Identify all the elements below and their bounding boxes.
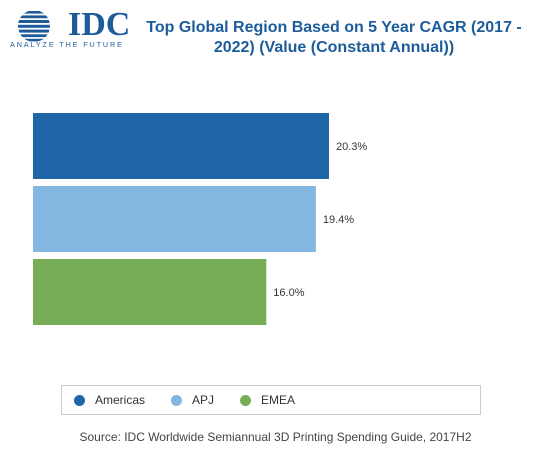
legend-marker-emea [240, 394, 252, 406]
legend-label-emea: EMEA [261, 393, 296, 407]
idc-logo: IDC ANALYZE THE FUTURE [10, 6, 131, 50]
bar-apj[interactable] [33, 186, 316, 252]
globe-icon [18, 11, 50, 42]
chart-legend: Americas APJ EMEA [61, 385, 481, 415]
logo-tagline: ANALYZE THE FUTURE [10, 40, 124, 49]
legend-item-emea[interactable]: EMEA [240, 393, 295, 407]
data-label-emea: 16.0% [273, 287, 304, 299]
legend-item-apj[interactable]: APJ [171, 393, 214, 407]
chart-title: Top Global Region Based on 5 Year CAGR (… [146, 19, 522, 56]
legend-marker-apj [171, 394, 183, 406]
legend-marker-americas [74, 394, 85, 406]
bar-emea[interactable] [33, 259, 267, 325]
logo-wordmark: IDC [68, 6, 131, 43]
legend-label-apj: APJ [192, 393, 215, 407]
data-label-americas: 20.3% [336, 141, 367, 153]
legend-label-americas: Americas [95, 393, 146, 407]
bar-americas[interactable] [33, 113, 329, 179]
bar-chart: 20.3% 19.4% 16.0% [33, 113, 367, 325]
data-label-apj: 19.4% [323, 214, 354, 226]
source-note: Source: IDC Worldwide Semiannual 3D Prin… [79, 430, 472, 444]
legend-item-americas[interactable]: Americas [74, 393, 145, 407]
